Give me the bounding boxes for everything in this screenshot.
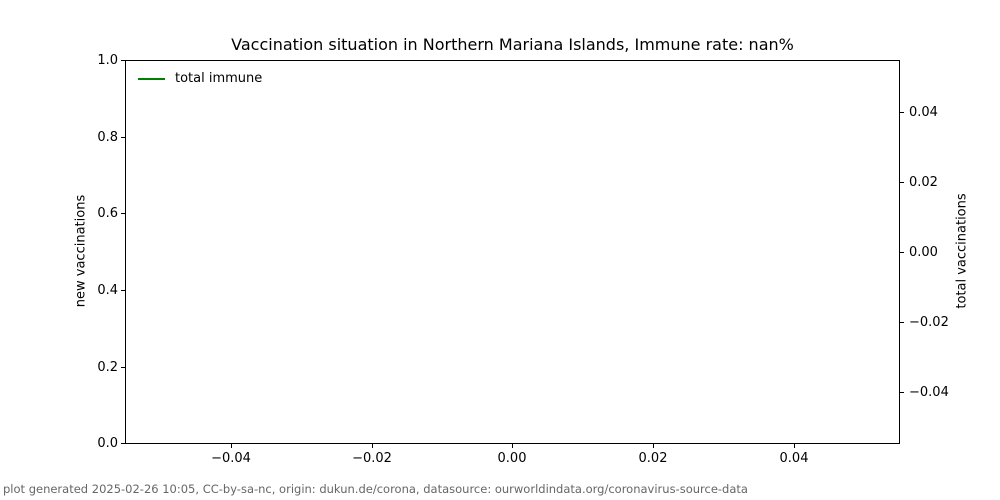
tick-mark <box>231 444 232 448</box>
tick-mark <box>900 182 904 183</box>
y-right-tick-label: 0.02 <box>909 175 938 190</box>
tick-mark <box>121 443 125 444</box>
y-left-tick-label: 0.0 <box>97 436 118 451</box>
tick-mark <box>512 444 513 448</box>
tick-mark <box>121 137 125 138</box>
y-right-tick-label: −0.04 <box>909 385 949 400</box>
tick-mark <box>900 252 904 253</box>
plot-area <box>125 60 900 444</box>
x-tick-label: 0.02 <box>638 451 668 466</box>
y-left-tick-label: 0.6 <box>97 206 118 221</box>
x-tick-label: 0.04 <box>779 451 809 466</box>
footer-attribution: plot generated 2025-02-26 10:05, CC-by-s… <box>3 482 748 496</box>
tick-mark <box>121 213 125 214</box>
tick-mark <box>121 60 125 61</box>
y-left-tick-label: 1.0 <box>97 53 118 68</box>
y-right-tick-label: 0.04 <box>909 105 938 120</box>
tick-mark <box>900 392 904 393</box>
y-axis-label-right: total vaccinations <box>954 193 970 309</box>
y-right-tick-label: −0.02 <box>909 315 949 330</box>
legend-label-total-immune: total immune <box>175 71 263 86</box>
x-tick-label: −0.02 <box>352 451 392 466</box>
x-tick-label: 0.00 <box>497 451 527 466</box>
tick-mark <box>794 444 795 448</box>
y-left-tick-label: 0.2 <box>97 360 118 375</box>
tick-mark <box>653 444 654 448</box>
tick-mark <box>900 112 904 113</box>
y-left-tick-label: 0.4 <box>97 283 118 298</box>
y-right-tick-label: 0.00 <box>909 245 938 260</box>
tick-mark <box>121 367 125 368</box>
x-tick-label: −0.04 <box>211 451 251 466</box>
y-left-tick-label: 0.8 <box>97 130 118 145</box>
legend-line-swatch-green <box>138 78 165 80</box>
tick-mark <box>900 322 904 323</box>
tick-mark <box>121 290 125 291</box>
tick-mark <box>372 444 373 448</box>
chart-title: Vaccination situation in Northern Marian… <box>231 35 794 54</box>
